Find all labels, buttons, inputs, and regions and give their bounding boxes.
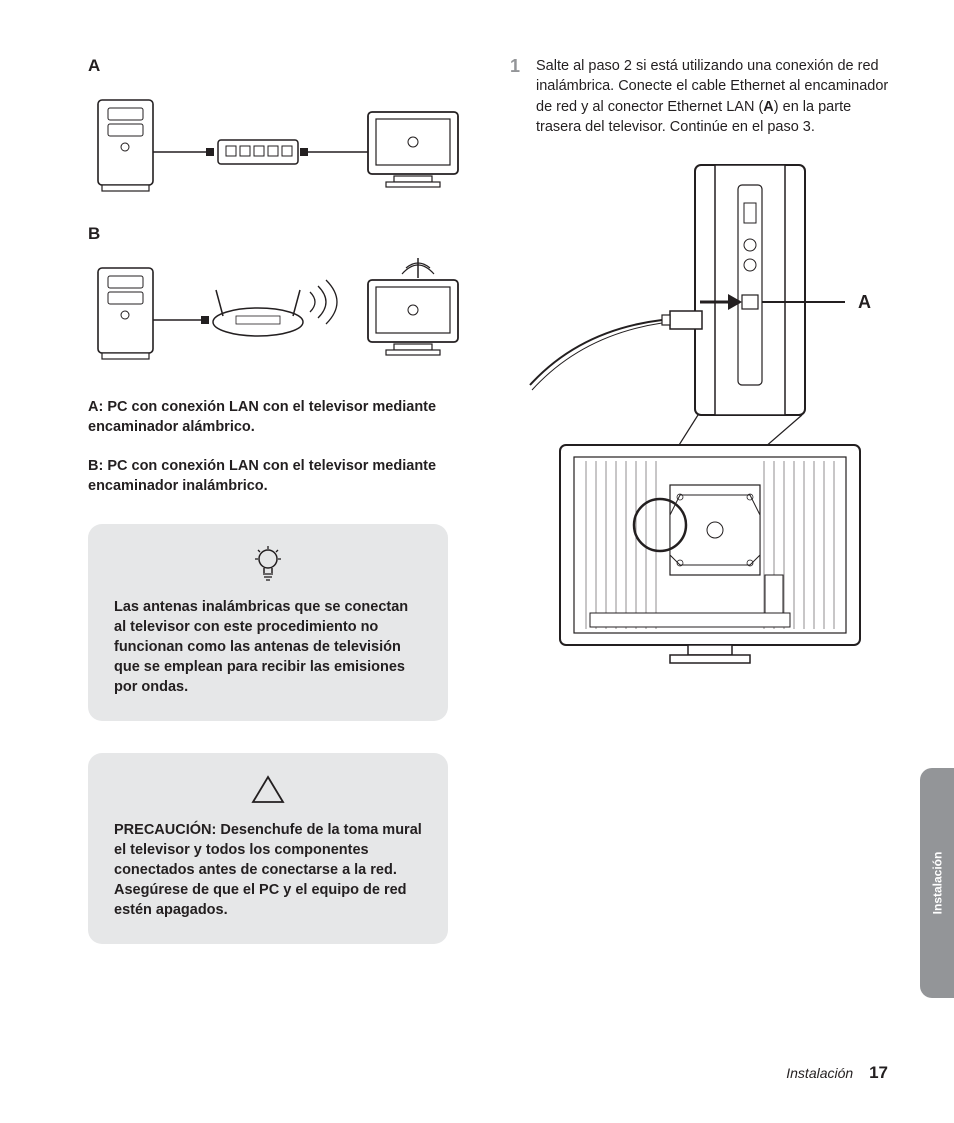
step-text: Salte al paso 2 si está utilizando una c… xyxy=(536,56,890,137)
caption-b: B: PC con conexión LAN con el televisor … xyxy=(88,457,448,496)
caution-text: PRECAUCIÓN: Desenchufe de la toma mural … xyxy=(114,820,422,920)
footer-page-number: 17 xyxy=(869,1063,888,1082)
caution-triangle-icon xyxy=(114,775,422,810)
diagram-b-label: B xyxy=(88,224,468,244)
tip-text: Las antenas inalámbricas que se conectan… xyxy=(114,597,422,697)
tv-connection-diagram: A xyxy=(520,155,920,675)
caution-lead: PRECAUCIÓN: xyxy=(114,822,220,838)
lightbulb-icon xyxy=(114,546,422,587)
diagram-b xyxy=(88,250,468,380)
left-column: A B xyxy=(48,56,468,1083)
callout-a-label: A xyxy=(858,292,871,313)
section-tab: Instalación xyxy=(920,768,954,998)
step-text-bold: A xyxy=(763,99,773,115)
page-footer: Instalación 17 xyxy=(786,1063,888,1083)
right-column: 1 Salte al paso 2 si está utilizando una… xyxy=(500,56,920,1083)
diagram-a-label: A xyxy=(88,56,468,76)
caution-box: PRECAUCIÓN: Desenchufe de la toma mural … xyxy=(88,753,448,944)
footer-section: Instalación xyxy=(786,1065,853,1081)
tip-box: Las antenas inalámbricas que se conectan… xyxy=(88,524,448,721)
caption-a: A: PC con conexión LAN con el televisor … xyxy=(88,398,448,437)
step-1: 1 Salte al paso 2 si está utilizando una… xyxy=(510,56,890,137)
step-number: 1 xyxy=(510,56,528,137)
diagram-a xyxy=(88,82,468,212)
section-tab-label: Instalación xyxy=(930,852,944,915)
